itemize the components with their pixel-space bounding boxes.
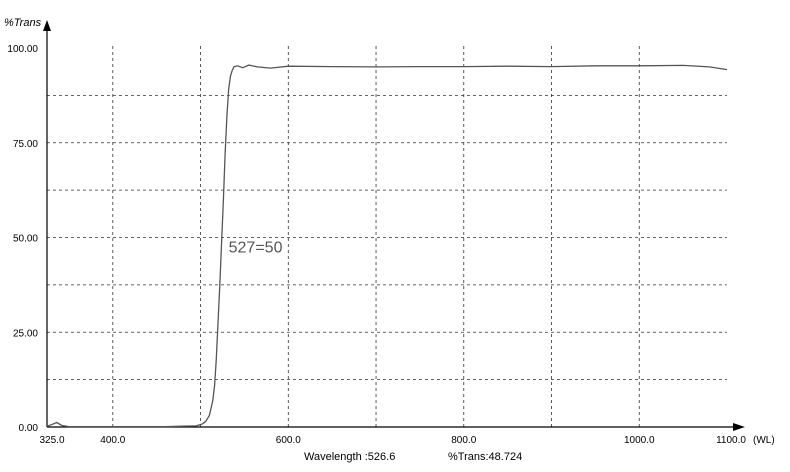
x-tick-labels: 325.0 400.0 600.0 800.0 1000.0 1100.0 bbox=[39, 435, 746, 446]
axes bbox=[43, 20, 745, 431]
series-line bbox=[46, 64, 728, 428]
x-tick-label: 1100.0 bbox=[716, 435, 746, 446]
x-axis-unit: (WL) bbox=[753, 435, 775, 446]
x-axis-arrow bbox=[733, 423, 745, 431]
x-tick-label: 400.0 bbox=[100, 435, 125, 446]
x-tick-label: 325.0 bbox=[39, 435, 64, 446]
trans-readout: %Trans:48.724 bbox=[448, 451, 522, 463]
wavelength-readout: Wavelength :526.6 bbox=[304, 451, 395, 463]
grid bbox=[47, 44, 727, 427]
y-axis-title: %Trans bbox=[4, 17, 42, 29]
y-axis-arrow bbox=[43, 20, 51, 31]
x-tick-label: 600.0 bbox=[276, 435, 301, 446]
y-tick-label: 0.00 bbox=[19, 423, 39, 434]
y-tick-label: 50.00 bbox=[13, 234, 38, 245]
x-tick-label: 1000.0 bbox=[624, 435, 655, 446]
y-tick-label: 25.00 bbox=[13, 328, 38, 339]
y-tick-label: 75.00 bbox=[13, 139, 38, 150]
x-tick-label: 800.0 bbox=[451, 435, 476, 446]
annotation-label: 527=50 bbox=[229, 240, 283, 257]
y-tick-labels: 0.00 25.00 50.00 75.00 100.00 bbox=[7, 44, 38, 434]
y-tick-label: 100.00 bbox=[7, 44, 38, 55]
